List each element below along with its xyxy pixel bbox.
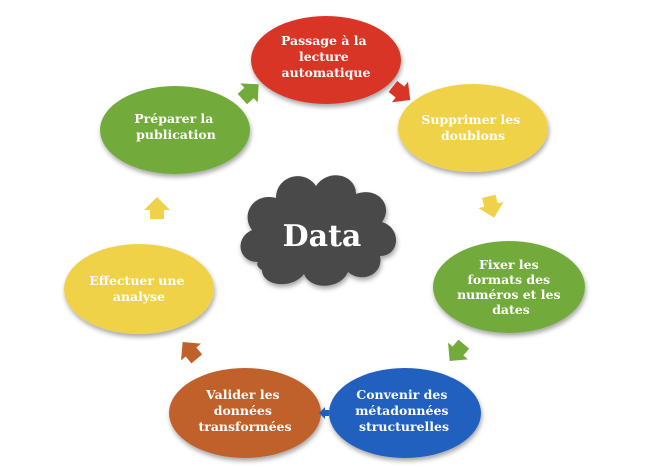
node-label-line: Valider les: [205, 387, 280, 402]
node-effectuer: Effectuer une analyse: [64, 244, 214, 334]
node-shape: [100, 86, 250, 174]
node-label-line: Effectuer une: [89, 273, 184, 288]
cloud-shape: [240, 175, 397, 286]
node-fixer: Fixer les formats des numéros et les dat…: [433, 241, 585, 333]
node-label-line: doublons: [441, 128, 505, 143]
arrows: [144, 80, 504, 419]
node-label: Effectuer une analyse: [89, 273, 189, 304]
node-label-line: analyse: [113, 289, 165, 304]
node-label: Passage à la lecture automatique: [281, 33, 371, 80]
node-passage: Passage à la lecture automatique: [251, 16, 401, 104]
node-shape: [169, 368, 321, 458]
node-valider: Valider les données transformées: [169, 368, 321, 458]
node-label-line: données: [214, 403, 272, 418]
node-convenir: Convenir des métadonnées structurelles: [329, 368, 481, 458]
node-label-line: Préparer la: [134, 111, 213, 126]
node-label-line: Fixer les: [479, 257, 539, 272]
node-shape: [329, 368, 481, 458]
node-label: Fixer les formats des numéros et les dat…: [457, 257, 565, 317]
arrow-supprimer-to-fixer: [478, 194, 504, 218]
node-shape: [433, 241, 585, 333]
arrow-effectuer-to-preparer: [144, 197, 170, 219]
node-label: Convenir des métadonnées structurelles: [355, 387, 453, 434]
node-label-line: formats des: [468, 272, 551, 287]
node-label-line: automatique: [282, 65, 371, 80]
node-label: Valider les données transformées: [198, 387, 291, 434]
center-label: Data: [283, 219, 362, 254]
node-shape: [251, 16, 401, 104]
node-label: Préparer la publication: [134, 111, 217, 142]
arrow-passage-to-supprimer: [388, 80, 411, 103]
node-preparer: Préparer la publication: [100, 86, 250, 174]
node-label: Supprimer les doublons: [421, 112, 524, 143]
arrow-convenir-to-valider: [319, 407, 329, 419]
node-label-line: métadonnées: [355, 403, 448, 418]
node-label-line: Passage à la: [281, 33, 367, 48]
node-shape: [64, 244, 214, 334]
arrow-fixer-to-convenir: [448, 339, 470, 361]
node-label-line: lecture: [299, 49, 349, 64]
arrow-preparer-to-passage: [237, 83, 259, 105]
node-label-line: dates: [492, 302, 530, 317]
node-label-line: Convenir des: [356, 387, 447, 402]
node-supprimer: Supprimer les doublons: [398, 84, 548, 172]
node-label-line: numéros et les: [457, 287, 561, 302]
arrow-valider-to-effectuer: [181, 342, 203, 364]
node-label-line: publication: [136, 127, 216, 142]
node-shape: [398, 84, 548, 172]
center-cloud: Data: [240, 175, 397, 286]
node-label-line: structurelles: [359, 419, 449, 434]
node-label-line: Supprimer les: [421, 112, 520, 127]
node-label-line: transformées: [198, 419, 291, 434]
